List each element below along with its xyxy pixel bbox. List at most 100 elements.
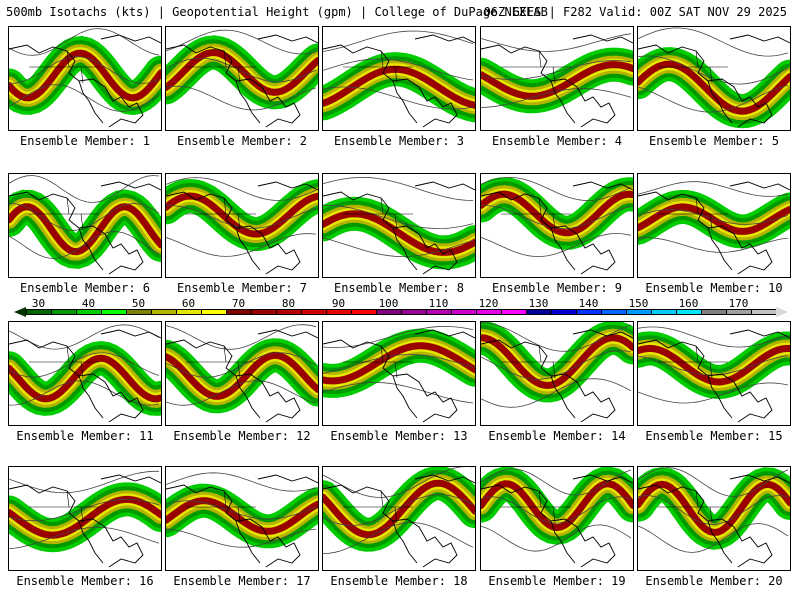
ensemble-map-panel xyxy=(480,466,634,571)
height-contour xyxy=(323,467,473,498)
colorbar-tick-label: 140 xyxy=(578,297,599,310)
coastline xyxy=(9,181,161,275)
height-contour xyxy=(9,175,160,203)
coastline xyxy=(9,34,161,128)
colorbar-segment xyxy=(501,309,527,315)
ensemble-member-label: Ensemble Member: 2 xyxy=(176,134,308,148)
coastline xyxy=(323,181,475,275)
colorbar-segment xyxy=(651,309,677,315)
political-border xyxy=(343,345,413,379)
height-contour xyxy=(481,176,632,202)
colorbar-tick-label: 30 xyxy=(31,297,46,310)
height-contour xyxy=(9,352,160,378)
ensemble-member-label: Ensemble Member: 8 xyxy=(333,281,465,295)
jet-stream-map xyxy=(481,322,633,423)
ensemble-member-label: Ensemble Member: 5 xyxy=(648,134,780,148)
jet-stream-map xyxy=(323,325,475,423)
colorbar-segment xyxy=(51,309,77,315)
political-border xyxy=(501,50,571,84)
height-contour xyxy=(481,88,632,108)
ensemble-member-label: Ensemble Member: 3 xyxy=(333,134,465,148)
height-contour xyxy=(481,205,632,230)
jet-stream-map xyxy=(638,27,790,129)
ensemble-map-panel xyxy=(165,466,319,571)
height-contour xyxy=(166,29,317,55)
height-contour xyxy=(638,237,789,253)
jet-stream-map xyxy=(481,33,633,128)
colorbar-tick-label: 50 xyxy=(131,297,146,310)
ensemble-map-panel xyxy=(637,26,791,131)
ensemble-member-label: Ensemble Member: 7 xyxy=(176,281,308,295)
height-contour xyxy=(638,495,789,525)
colorbar-tick-label: 170 xyxy=(728,297,749,310)
colorbar-segment xyxy=(101,309,127,315)
height-contour xyxy=(323,325,474,349)
ensemble-map-panel xyxy=(8,26,162,131)
isotach-band xyxy=(638,203,790,235)
colorbar-segment xyxy=(351,309,377,315)
ensemble-member-label: Ensemble Member: 17 xyxy=(173,574,311,588)
height-contour xyxy=(481,233,632,257)
coastline xyxy=(638,181,790,275)
colorbar-tick-label: 90 xyxy=(331,297,346,310)
jet-stream-map xyxy=(9,28,161,128)
political-border xyxy=(186,50,256,84)
ensemble-member-label: Ensemble Member: 14 xyxy=(488,429,626,443)
colorbar-tick-label: 80 xyxy=(281,297,296,310)
header: 500mb Isotachs (kts) | Geopotential Heig… xyxy=(0,0,800,22)
ensemble-member-label: Ensemble Member: 4 xyxy=(491,134,623,148)
height-contour xyxy=(9,498,160,522)
colorbar-tick-label: 70 xyxy=(231,297,246,310)
isotach-band xyxy=(638,344,790,386)
political-border xyxy=(29,50,99,84)
height-contour xyxy=(638,84,789,113)
height-contour xyxy=(638,523,789,553)
height-contour xyxy=(481,322,632,352)
colorbar-tick-label: 120 xyxy=(478,297,499,310)
height-contour xyxy=(166,500,317,520)
colorbar-segment xyxy=(251,309,277,315)
colorbar-tick-label: 100 xyxy=(378,297,399,310)
isotach-band xyxy=(9,354,161,403)
isotach-band xyxy=(9,49,161,102)
height-contour xyxy=(9,56,160,84)
coastline xyxy=(323,34,475,128)
ensemble-map-panel xyxy=(165,26,319,131)
ensemble-member-label: Ensemble Member: 11 xyxy=(16,429,154,443)
jet-stream-map xyxy=(638,181,790,275)
height-contour xyxy=(9,526,160,549)
ensemble-map-panel xyxy=(637,466,791,571)
ensemble-member-label: Ensemble Member: 10 xyxy=(645,281,783,295)
coastline xyxy=(638,474,790,568)
isotach-band xyxy=(481,61,633,100)
height-contour xyxy=(166,472,317,492)
jet-stream-map xyxy=(9,175,161,275)
colorbar-tick-label: 60 xyxy=(181,297,196,310)
political-border xyxy=(658,197,728,231)
colorbar-segment xyxy=(751,309,777,315)
political-border xyxy=(29,490,99,524)
isotach-band xyxy=(9,495,161,539)
height-contour xyxy=(323,204,474,230)
height-contour xyxy=(166,177,317,201)
height-contour xyxy=(166,352,317,378)
ensemble-map-panel xyxy=(480,173,634,278)
height-contour xyxy=(323,354,474,374)
height-contour xyxy=(481,496,632,524)
jet-stream-map xyxy=(638,467,790,568)
ensemble-member-label: Ensemble Member: 20 xyxy=(645,574,783,588)
colorbar-tick-label: 110 xyxy=(428,297,449,310)
height-contour xyxy=(323,86,474,110)
political-border xyxy=(501,345,571,379)
isotach-band xyxy=(481,190,633,237)
ensemble-member-label: Ensemble Member: 13 xyxy=(330,429,468,443)
colorbar-tick-label: 160 xyxy=(678,297,699,310)
height-contour xyxy=(638,209,789,225)
height-contour xyxy=(166,324,317,350)
ensemble-member-label: Ensemble Member: 12 xyxy=(173,429,311,443)
jet-stream-map xyxy=(638,326,790,423)
height-contour xyxy=(638,467,789,497)
height-contour xyxy=(323,522,474,554)
height-contour xyxy=(9,28,160,56)
height-contour xyxy=(638,326,789,348)
